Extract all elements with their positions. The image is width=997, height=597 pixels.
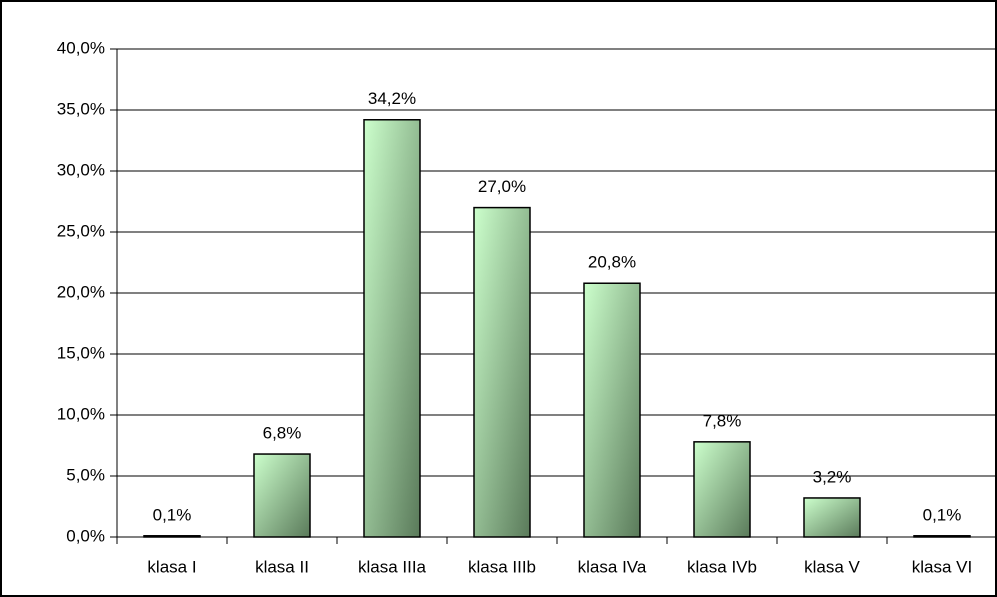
y-tick-label: 0,0%: [66, 526, 105, 545]
x-tick-label: klasa IIIb: [468, 557, 536, 576]
x-tick-label: klasa VI: [912, 557, 972, 576]
x-tick-label: klasa IVb: [687, 557, 757, 576]
value-label: 7,8%: [703, 411, 742, 430]
y-tick-label: 40,0%: [57, 38, 105, 57]
value-label: 0,1%: [923, 505, 962, 524]
value-label: 0,1%: [153, 505, 192, 524]
bar: [363, 119, 421, 538]
bar: [143, 535, 201, 538]
value-label: 34,2%: [368, 89, 416, 108]
value-label: 6,8%: [263, 424, 302, 443]
bar: [253, 453, 311, 538]
bar: [803, 497, 861, 538]
x-tick-label: klasa V: [804, 557, 860, 576]
bar: [913, 535, 971, 538]
x-tick-label: klasa IIIa: [358, 557, 427, 576]
y-tick-label: 25,0%: [57, 221, 105, 240]
y-tick-label: 35,0%: [57, 99, 105, 118]
y-tick-label: 30,0%: [57, 160, 105, 179]
x-tick-label: klasa I: [147, 557, 196, 576]
bar: [473, 206, 531, 538]
value-label: 27,0%: [478, 177, 526, 196]
y-tick-label: 5,0%: [66, 465, 105, 484]
bar: [583, 282, 641, 538]
x-tick-label: klasa II: [255, 557, 309, 576]
y-tick-label: 20,0%: [57, 282, 105, 301]
bar: [693, 441, 751, 538]
y-tick-label: 15,0%: [57, 343, 105, 362]
value-label: 3,2%: [813, 467, 852, 486]
value-label: 20,8%: [588, 253, 636, 272]
x-tick-label: klasa IVa: [578, 557, 647, 576]
y-tick-label: 10,0%: [57, 404, 105, 423]
